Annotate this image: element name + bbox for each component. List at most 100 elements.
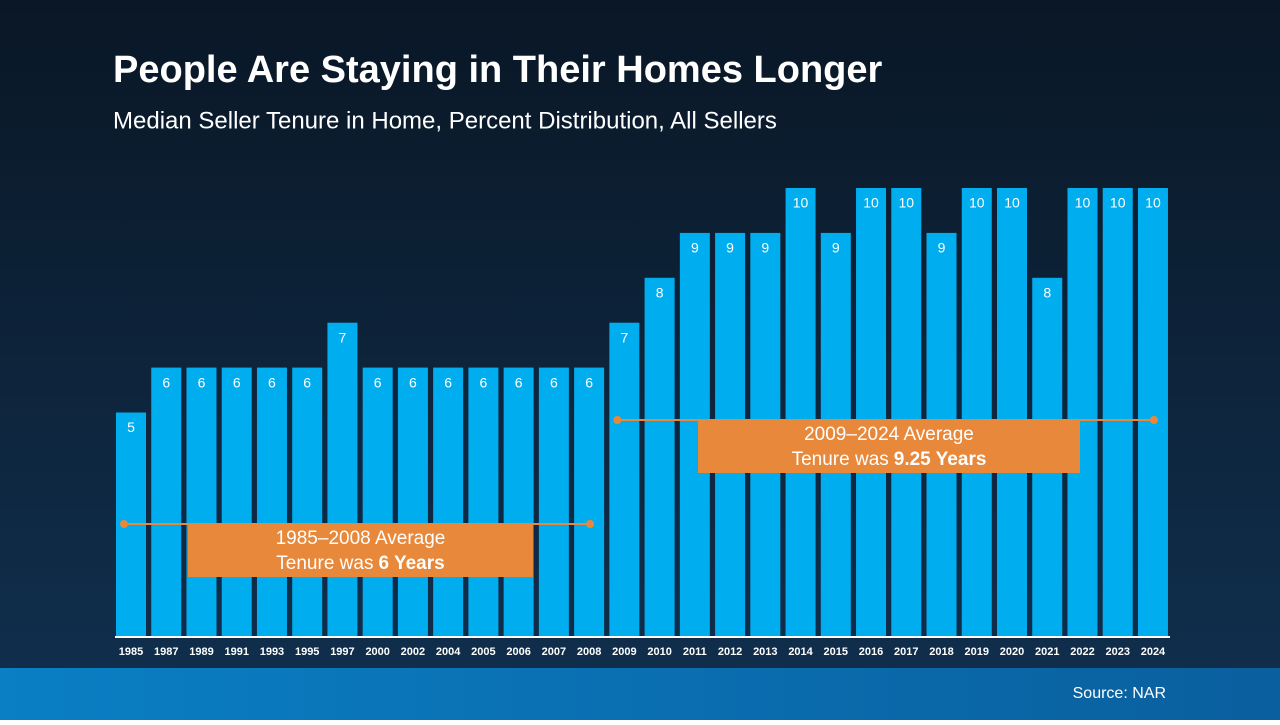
bar	[574, 367, 605, 637]
value-label: 9	[832, 240, 840, 256]
value-label: 6	[374, 374, 382, 390]
annotation-dot	[613, 416, 622, 424]
bar	[1137, 188, 1168, 637]
chart-subtitle: Median Seller Tenure in Home, Percent Di…	[113, 107, 777, 134]
bar	[433, 367, 464, 637]
value-label: 10	[1075, 195, 1091, 211]
x-tick-label: 2002	[401, 646, 425, 658]
value-label: 10	[1145, 195, 1161, 211]
value-label: 9	[938, 240, 946, 256]
x-tick-label: 2018	[929, 646, 953, 658]
x-tick-label: 2013	[753, 646, 777, 658]
bar	[186, 367, 217, 637]
source: Source: NAR	[1073, 685, 1166, 702]
x-tick-label: 2022	[1070, 646, 1094, 658]
x-tick-label: 1997	[330, 646, 354, 658]
chart-title: People Are Staying in Their Homes Longer	[113, 49, 883, 91]
bar	[292, 367, 323, 637]
bar	[1067, 188, 1098, 637]
annotation-text: Tenure was 6 Years	[276, 553, 444, 574]
x-tick-label: 1989	[189, 646, 213, 658]
bar	[609, 322, 640, 637]
annotation-emphasis: 9.25 Years	[894, 449, 987, 470]
x-tick-label: 1987	[154, 646, 178, 658]
value-label: 10	[1004, 195, 1020, 211]
x-tick-label: 1985	[119, 646, 143, 658]
annotation-box	[698, 420, 1080, 473]
bar	[538, 367, 569, 637]
x-tick-label: 2004	[436, 646, 461, 658]
value-label: 6	[268, 374, 276, 390]
value-label: 6	[233, 374, 241, 390]
bar	[503, 367, 534, 637]
bar	[151, 367, 182, 637]
x-tick-label: 2019	[965, 646, 989, 658]
x-tick-label: 2009	[612, 646, 636, 658]
bar	[362, 367, 393, 637]
x-tick-label: 1991	[224, 646, 248, 658]
x-tick-label: 2014	[788, 646, 813, 658]
value-label: 10	[793, 195, 809, 211]
value-label: 9	[726, 240, 734, 256]
x-tick-label: 2016	[859, 646, 883, 658]
x-tick-label: 2008	[577, 646, 601, 658]
value-label: 10	[863, 195, 879, 211]
bar	[397, 367, 428, 637]
value-label: 6	[198, 374, 206, 390]
value-label: 10	[1110, 195, 1126, 211]
x-tick-label: 2005	[471, 646, 495, 658]
value-label: 5	[127, 419, 135, 435]
x-tick-label: 2007	[542, 646, 566, 658]
value-label: 6	[550, 374, 558, 390]
value-label: 6	[480, 374, 488, 390]
annotation-text: Tenure was 9.25 Years	[792, 449, 987, 470]
bar	[856, 188, 887, 637]
x-tick-label: 2011	[683, 646, 707, 658]
x-tick-label: 2010	[647, 646, 671, 658]
x-tick-label: 2023	[1105, 646, 1129, 658]
value-label: 6	[585, 374, 593, 390]
x-tick-label: 2012	[718, 646, 742, 658]
annotation-dot	[120, 520, 128, 528]
value-label: 10	[969, 195, 985, 211]
value-label: 6	[162, 374, 170, 390]
value-label: 6	[444, 374, 452, 390]
bar	[891, 188, 922, 637]
annotation-dot	[586, 520, 595, 528]
annotation-text: 1985–2008 Average	[276, 528, 446, 549]
value-label: 6	[303, 374, 311, 390]
x-tick-label: 2020	[1000, 646, 1024, 658]
annotation-text: Tenure was	[276, 553, 373, 574]
value-label: 6	[409, 374, 417, 390]
footer-band	[0, 668, 1280, 720]
value-label: 7	[339, 329, 347, 345]
bar	[961, 188, 992, 637]
bar	[785, 188, 816, 637]
value-label: 10	[898, 195, 914, 211]
annotation-box	[188, 524, 533, 577]
value-label: 6	[515, 374, 523, 390]
value-label: 7	[620, 329, 628, 345]
x-tick-label: 1993	[260, 646, 284, 658]
x-tick-label: 2006	[506, 646, 530, 658]
bar	[644, 277, 675, 637]
bar	[221, 367, 252, 637]
bar	[327, 322, 358, 637]
x-tick-label: 2021	[1035, 646, 1059, 658]
x-tick-label: 1995	[295, 646, 319, 658]
x-tick-label: 2024	[1141, 646, 1166, 658]
value-label: 9	[691, 240, 699, 256]
plot: 5 1985 6 1987 6 1989 6 1991 6 1993 6 1995 7 1997 6 2000…	[115, 188, 1170, 658]
value-label: 8	[656, 285, 664, 301]
x-tick-label: 2017	[894, 646, 918, 658]
annotation-text: 2009–2024 Average	[804, 424, 974, 445]
annotation-dot	[1149, 416, 1158, 424]
bar	[256, 367, 287, 637]
bar	[1102, 188, 1133, 637]
x-tick-label: 2000	[365, 646, 389, 658]
value-label: 8	[1043, 285, 1051, 301]
value-label: 9	[761, 240, 769, 256]
annotation-text: Tenure was	[792, 449, 889, 470]
bar	[468, 367, 499, 637]
